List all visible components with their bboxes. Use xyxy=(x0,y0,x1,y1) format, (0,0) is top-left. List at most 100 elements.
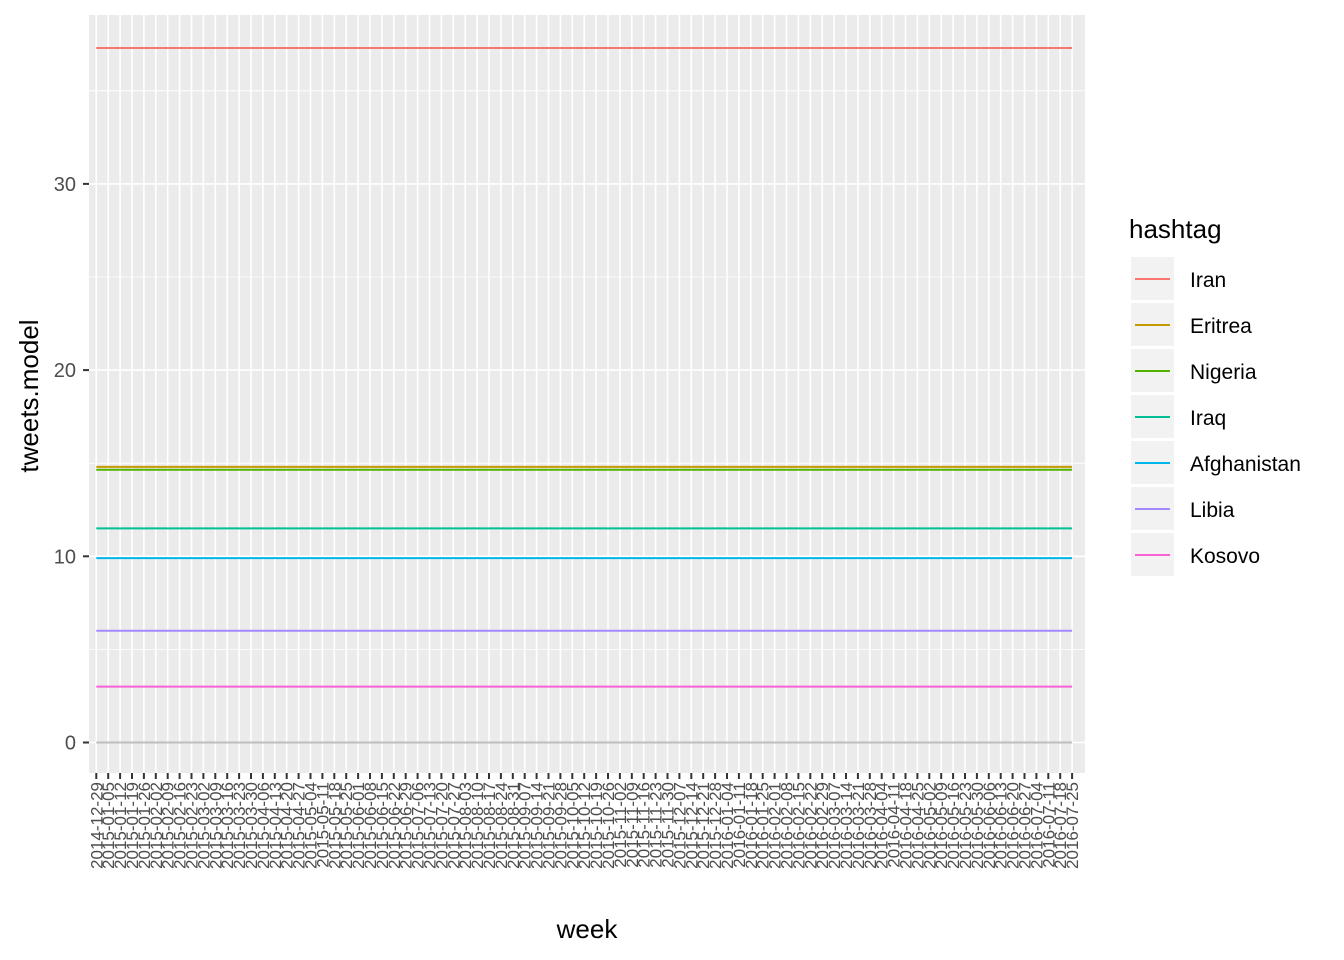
x-tick-label: 2015-09-21 xyxy=(540,782,559,869)
x-tick-label: 2015-09-28 xyxy=(551,782,570,869)
x-tick-label: 2015-11-16 xyxy=(635,782,654,868)
x-tick-label: 2015-12-28 xyxy=(706,782,725,869)
legend-label: Libia xyxy=(1190,499,1235,522)
x-axis-title: week xyxy=(556,914,619,944)
legend-label: Nigeria xyxy=(1190,361,1257,384)
series-lines xyxy=(96,46,1073,744)
x-tick-label: 2015-02-09 xyxy=(159,782,178,869)
x-tick-label: 2015-04-06 xyxy=(254,782,273,869)
x-tick-label: 2016-04-18 xyxy=(897,782,916,869)
x-tick-label: 2016-05-02 xyxy=(920,782,939,869)
x-tick-label: 2015-08-03 xyxy=(456,782,475,869)
x-tick-label: 2015-10-12 xyxy=(575,782,594,869)
x-tick-label: 2015-09-14 xyxy=(528,782,547,869)
y-tick-label: 0 xyxy=(65,733,76,755)
x-tick-label: 2015-10-19 xyxy=(587,782,606,869)
x-tick-label: 2016-01-11 xyxy=(730,782,749,868)
x-tick-label: 2016-05-30 xyxy=(968,782,987,869)
x-tick-label: 2015-12-14 xyxy=(682,782,701,869)
y-tick-label: 30 xyxy=(54,174,76,196)
x-tick-label: 2015-04-13 xyxy=(266,782,285,869)
x-tick-label: 2015-05-04 xyxy=(302,782,321,869)
x-tick-label: 2016-06-27 xyxy=(1016,782,1035,869)
x-tick-label: 2015-11-02 xyxy=(611,782,630,868)
y-axis-title: tweets.model xyxy=(14,319,44,472)
x-tick-label: 2015-05-25 xyxy=(337,782,356,869)
legend-label: Eritrea xyxy=(1190,315,1252,338)
y-tick-label: 10 xyxy=(54,546,76,568)
legend-label: Afghanistan xyxy=(1190,453,1301,476)
x-tick-label: 2015-05-18 xyxy=(325,782,344,869)
x-tick-label: 2015-03-16 xyxy=(218,782,237,869)
x-tick-label: 2016-05-09 xyxy=(932,782,951,869)
plot-panel xyxy=(89,15,1085,773)
x-tick-label: 2016-02-22 xyxy=(801,782,820,869)
x-tick-label: 2015-10-26 xyxy=(599,782,618,869)
x-tick-label: 2016-05-16 xyxy=(944,782,963,869)
x-gridlines xyxy=(95,15,1073,773)
x-tick-label: 2016-05-23 xyxy=(956,782,975,869)
x-tick-label: 2016-01-18 xyxy=(742,782,761,869)
x-tick-label: 2016-02-08 xyxy=(778,782,797,869)
x-tick-label: 2015-05-11 xyxy=(313,782,332,868)
x-tick-label: 2015-07-13 xyxy=(421,782,440,869)
x-tick-label: 2016-02-29 xyxy=(813,782,832,869)
legend-label: Iraq xyxy=(1190,407,1226,430)
x-tick-label: 2016-06-13 xyxy=(992,782,1011,869)
x-tick-label: 2015-06-29 xyxy=(397,782,416,869)
legend-title: hashtag xyxy=(1129,214,1222,244)
x-tick-label: 2016-04-25 xyxy=(908,782,927,869)
x-tick-label: 2015-11-23 xyxy=(647,782,666,868)
x-tick-label: 2015-08-17 xyxy=(480,782,499,869)
x-tick-label: 2015-08-10 xyxy=(468,782,487,869)
x-tick-label: 2015-11-09 xyxy=(623,782,642,868)
x-tick-label: 2015-06-08 xyxy=(361,782,380,869)
legend-label: Kosovo xyxy=(1190,545,1260,568)
x-tick-label: 2015-11-30 xyxy=(659,782,678,868)
x-tick-label: 2016-03-21 xyxy=(849,782,868,869)
x-tick-label: 2016-02-01 xyxy=(766,782,785,869)
x-tick-label: 2016-07-04 xyxy=(1027,782,1046,869)
x-tick-label: 2015-01-05 xyxy=(99,782,118,869)
x-tick-label: 2016-06-20 xyxy=(1004,782,1023,869)
x-tick-label: 2016-07-18 xyxy=(1051,782,1070,869)
x-tick-label: 2014-12-29 xyxy=(87,782,106,869)
x-tick-label: 2015-02-16 xyxy=(171,782,190,869)
x-tick-label: 2015-06-22 xyxy=(385,782,404,869)
x-tick-label: 2015-03-30 xyxy=(242,782,261,869)
x-tick-label: 2016-06-06 xyxy=(980,782,999,869)
x-tick-label: 2015-07-27 xyxy=(444,782,463,869)
x-tick-label: 2015-06-01 xyxy=(349,782,368,869)
x-tick-label: 2015-03-09 xyxy=(206,782,225,869)
x-tick-label: 2015-10-05 xyxy=(563,782,582,869)
x-tick-label: 2015-03-02 xyxy=(194,782,213,869)
x-tick-label: 2016-03-28 xyxy=(861,782,880,869)
x-tick-label: 2015-02-02 xyxy=(147,782,166,869)
x-axis: 2014-12-292015-01-052015-01-122015-01-19… xyxy=(87,773,1082,869)
x-tick-label: 2016-07-11 xyxy=(1039,782,1058,868)
x-tick-label: 2015-09-07 xyxy=(516,782,535,869)
x-tick-label: 2016-01-04 xyxy=(718,782,737,869)
legend-label: Iran xyxy=(1190,269,1226,292)
x-tick-label: 2015-04-27 xyxy=(290,782,309,869)
x-tick-label: 2016-03-07 xyxy=(825,782,844,869)
x-tick-label: 2015-08-24 xyxy=(492,782,511,869)
x-tick-label: 2015-08-31 xyxy=(504,782,523,869)
x-tick-label: 2016-04-04 xyxy=(873,782,892,869)
y-axis: 0 10 20 30 xyxy=(54,174,89,755)
x-tick-label: 2015-03-23 xyxy=(230,782,249,869)
x-tick-label: 2015-02-23 xyxy=(183,782,202,869)
x-tick-label: 2016-01-25 xyxy=(754,782,773,869)
x-tick-label: 2015-07-06 xyxy=(409,782,428,869)
x-tick-label: 2015-06-15 xyxy=(373,782,392,869)
x-tick-label: 2015-01-12 xyxy=(111,782,130,869)
x-tick-label: 2016-03-14 xyxy=(837,782,856,869)
x-tick-label: 2015-12-07 xyxy=(670,782,689,869)
x-tick-label: 2016-07-25 xyxy=(1063,782,1082,869)
x-tick-label: 2015-12-21 xyxy=(694,782,713,869)
x-tick-label: 2016-04-11 xyxy=(885,782,904,868)
x-tick-label: 2015-04-20 xyxy=(278,782,297,869)
y-tick-label: 20 xyxy=(54,360,76,382)
x-tick-label: 2015-01-26 xyxy=(135,782,154,869)
